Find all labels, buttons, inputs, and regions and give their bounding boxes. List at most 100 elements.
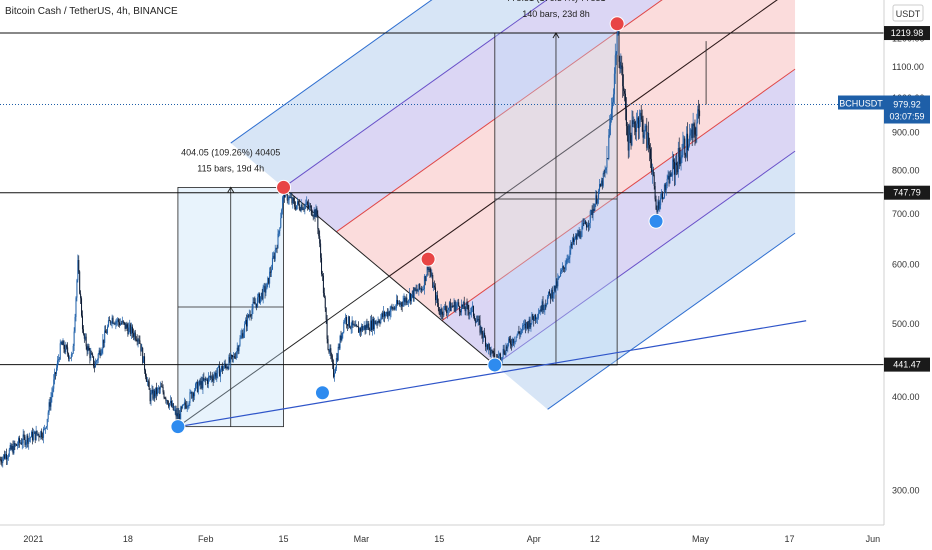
candle-body [433, 285, 435, 288]
candle-body [674, 161, 676, 175]
candle-body [273, 255, 275, 259]
candle-body [508, 338, 510, 344]
candle-body [542, 301, 544, 311]
candle-body [258, 293, 260, 298]
candle-body [202, 377, 204, 389]
candle-body [346, 324, 348, 326]
candle-body [682, 143, 684, 156]
candle-body [315, 208, 317, 218]
candle-body [231, 355, 233, 356]
candle-body [641, 116, 643, 120]
candle-body [321, 274, 323, 276]
pitchfork-line [547, 232, 796, 410]
candle-body [351, 320, 353, 328]
candle-body [385, 311, 387, 315]
candle-body [591, 210, 593, 215]
candle-body [135, 339, 137, 340]
candle-body [164, 397, 166, 399]
candle-body [635, 127, 637, 132]
candle-body [548, 291, 550, 294]
candle-body [683, 138, 685, 144]
y-tick-label: 300.00 [892, 486, 920, 496]
candle-body [245, 319, 247, 325]
candle-body [550, 289, 552, 299]
candle-body [110, 322, 112, 324]
candle-body [507, 343, 509, 349]
candle-body [123, 322, 125, 323]
candle-body [586, 225, 588, 228]
candle-body [500, 359, 502, 361]
candle-body [80, 293, 82, 299]
candle-body [41, 431, 43, 437]
candle-body [531, 314, 533, 324]
candle-body [87, 346, 89, 352]
candle-body [200, 381, 202, 385]
candle-body [412, 290, 414, 299]
candle-body [86, 346, 88, 352]
level-badge-label: 747.79 [893, 188, 921, 198]
candle-body [232, 355, 234, 358]
candle-body [174, 409, 176, 411]
y-tick-label: 400.00 [892, 392, 920, 402]
candle-body [669, 173, 671, 184]
candle-body [278, 231, 280, 234]
candle-body [268, 277, 270, 284]
candle-body [390, 306, 392, 312]
candle-body [362, 327, 364, 331]
candle-body [115, 321, 117, 325]
candle-body [615, 53, 617, 56]
candle-body [554, 285, 556, 291]
candle-body [112, 317, 114, 324]
last-price-countdown: 03:07:59 [889, 112, 924, 122]
candle-body [473, 316, 475, 320]
candle-body [222, 367, 224, 371]
pitchfork-band [494, 151, 796, 410]
candle-body [46, 418, 48, 427]
candle-body [372, 318, 374, 331]
candle-body [382, 313, 384, 317]
candle-body [671, 175, 673, 177]
candle-body [374, 320, 376, 325]
candle-body [153, 390, 155, 399]
candle-body [166, 400, 168, 402]
candle-body [411, 290, 413, 294]
candle-body [377, 320, 379, 324]
candle-body [658, 201, 660, 209]
candle-body [147, 381, 149, 382]
candle-body [113, 323, 115, 325]
candle-body [111, 317, 113, 323]
candle-body [622, 66, 624, 87]
candle-body [355, 325, 357, 327]
candle-body [687, 133, 689, 151]
candle-body [578, 231, 580, 237]
candle-body [14, 443, 16, 446]
candle-body [606, 158, 608, 168]
candle-body [586, 224, 588, 228]
candle-body [172, 403, 174, 410]
candle-body [668, 175, 670, 184]
candle-body [182, 404, 184, 409]
candle-body [498, 353, 500, 357]
candle-body [675, 162, 677, 166]
candle-body [443, 306, 445, 316]
candle-body [337, 346, 339, 361]
candle-body [498, 356, 500, 361]
candle-body [108, 320, 110, 322]
candle-body [188, 402, 190, 406]
candle-body [180, 407, 182, 420]
candle-body [150, 393, 152, 402]
candle-body [529, 319, 531, 328]
candle-body [329, 348, 331, 353]
candle-body [74, 317, 76, 332]
candle-body [435, 287, 437, 301]
candle-body [197, 385, 199, 392]
candle-body [139, 340, 141, 344]
candle-body [290, 197, 292, 199]
candle-body [525, 322, 527, 329]
candle-body [613, 73, 615, 95]
candle-body [667, 175, 669, 179]
candle-body [364, 325, 366, 330]
candle-body [332, 358, 334, 364]
candle-body [588, 222, 590, 226]
